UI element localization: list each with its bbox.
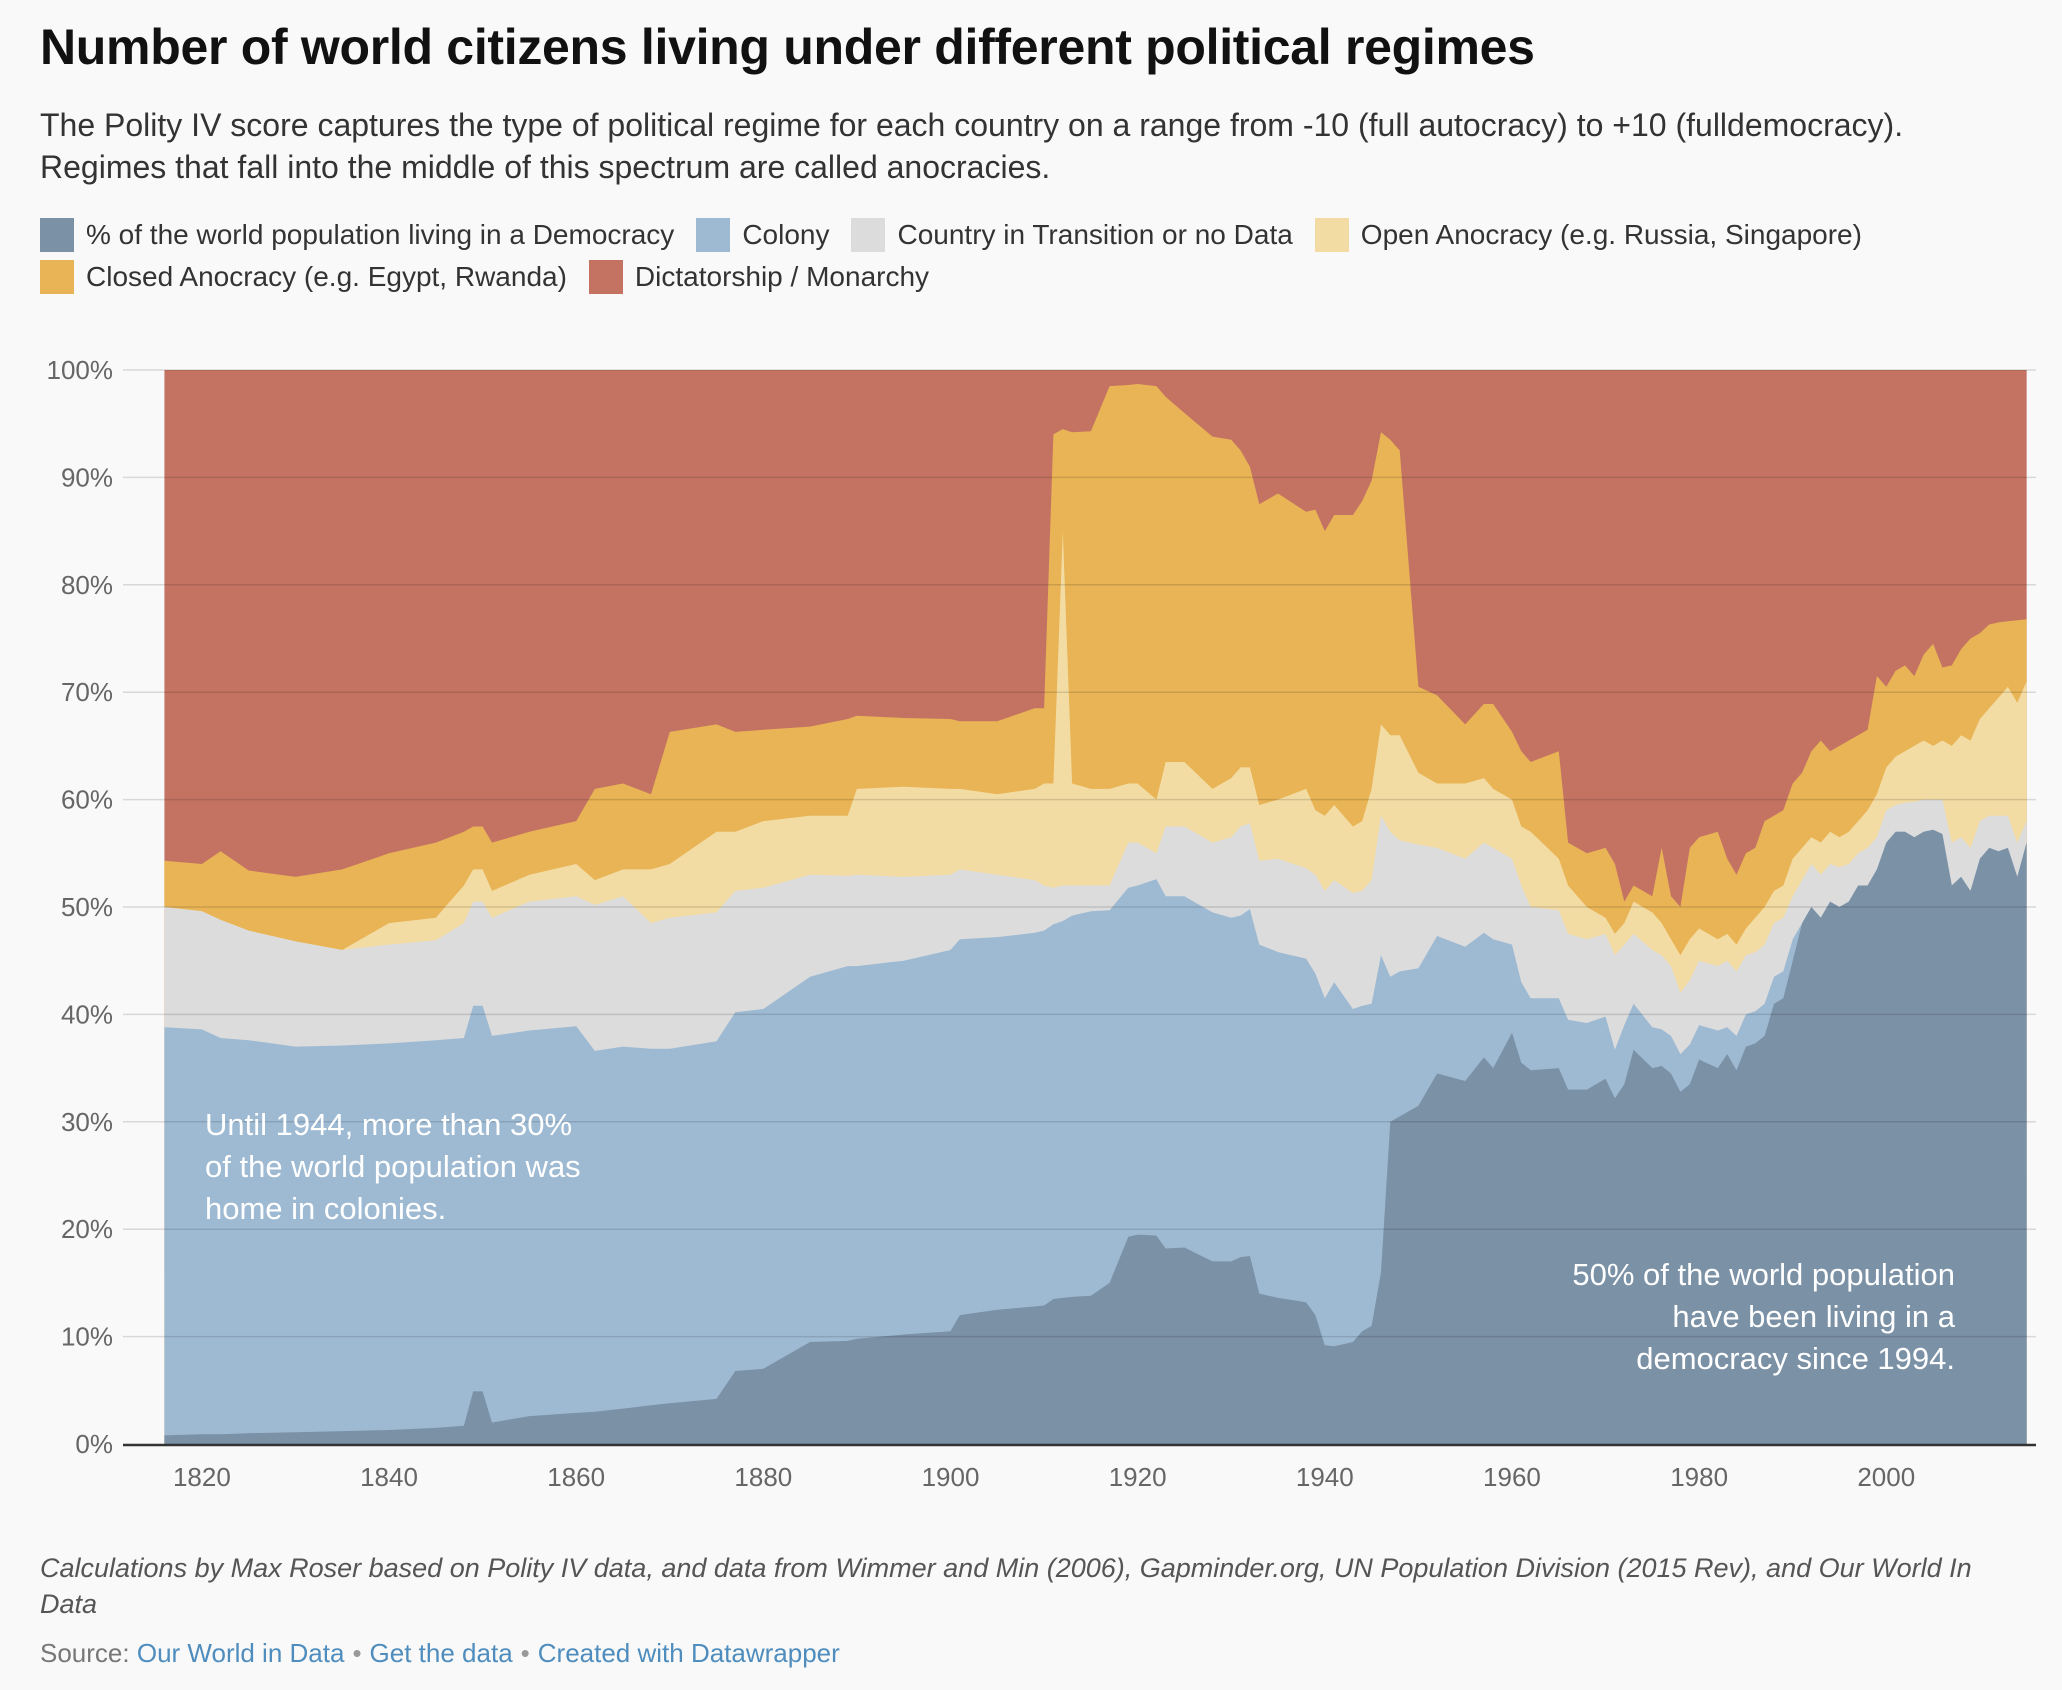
y-tick-label: 60% <box>61 785 113 815</box>
stacked-area-chart: 0% 10% 20% 30% 40% 50% 60% 70% 80% 90% 100% 1820 184… <box>47 355 2036 1492</box>
x-tick-label: 1960 <box>1483 1462 1541 1492</box>
y-tick-label: 70% <box>61 677 113 707</box>
y-tick-label: 0% <box>75 1429 113 1459</box>
y-tick-label: 100% <box>47 355 114 385</box>
legend-label-democracy: % of the world population living in a De… <box>86 219 675 250</box>
legend-label-colony: Colony <box>742 219 830 250</box>
area-democracy <box>164 829 2027 1444</box>
y-tick-label: 10% <box>61 1322 113 1352</box>
chart-source: Source: Our World in Data • Get the data • C… <box>40 1638 840 1669</box>
legend-swatch-open-anocracy <box>1314 218 1349 252</box>
legend-swatch-transition <box>851 218 886 252</box>
legend-item-dictatorship: Dictatorship / Monarchy <box>588 260 930 294</box>
annotation-democracy: 50% of the world population have been li… <box>1572 1257 1955 1376</box>
legend-item-democracy: % of the world population living in a De… <box>40 218 674 252</box>
legend-item-open-anocracy: Open Anocracy (e.g. Russia, Singapore) <box>1314 218 1862 252</box>
y-tick-label: 90% <box>61 462 113 492</box>
x-tick-label: 1900 <box>922 1462 980 1492</box>
y-tick-label: 50% <box>61 892 113 922</box>
legend-swatch-democracy <box>40 218 74 252</box>
chart-subtitle: The Polity IV score captures the type of… <box>40 107 1904 185</box>
legend-swatch-colony <box>696 218 731 252</box>
y-tick-label: 30% <box>61 1107 113 1137</box>
chart-notes: Calculations by Max Roser based on Polit… <box>40 1553 1972 1619</box>
source-link[interactable]: Our World in Data <box>136 1638 345 1668</box>
x-tick-label: 1840 <box>360 1462 418 1492</box>
legend-item-transition: Country in Transition or no Data <box>851 218 1293 252</box>
legend-item-colony: Colony <box>696 218 829 252</box>
chart-title: Number of world citizens living under di… <box>40 19 1535 75</box>
x-tick-label: 1940 <box>1296 1462 1354 1492</box>
legend-label-dictatorship: Dictatorship / Monarchy <box>634 261 930 292</box>
legend-label-closed-anocracy: Closed Anocracy (e.g. Egypt, Rwanda) <box>86 261 567 292</box>
legend-swatch-closed-anocracy <box>40 260 74 294</box>
y-tick-label: 80% <box>61 570 113 600</box>
x-tick-label: 1860 <box>547 1462 605 1492</box>
x-tick-label: 1820 <box>173 1462 231 1492</box>
source-prefix: Source: <box>40 1638 130 1668</box>
legend-swatch-dictatorship <box>588 260 623 294</box>
x-tick-label: 2000 <box>1857 1462 1915 1492</box>
datawrapper-link[interactable]: Created with Datawrapper <box>537 1638 840 1668</box>
x-tick-label: 1920 <box>1109 1462 1167 1492</box>
legend-item-closed-anocracy: Closed Anocracy (e.g. Egypt, Rwanda) <box>40 260 567 294</box>
x-tick-label: 1980 <box>1670 1462 1728 1492</box>
legend-label-open-anocracy: Open Anocracy (e.g. Russia, Singapore) <box>1360 219 1862 250</box>
separator-dot: • <box>520 1638 530 1668</box>
y-tick-label: 20% <box>61 1214 113 1244</box>
separator-dot: • <box>352 1638 362 1668</box>
y-tick-label: 40% <box>61 999 113 1029</box>
x-tick-label: 1880 <box>734 1462 792 1492</box>
chart-legend: % of the world population living in a De… <box>40 218 2020 294</box>
get-data-link[interactable]: Get the data <box>369 1638 513 1668</box>
annotation-colonies: Until 1944, more than 30% of the world p… <box>205 1107 581 1226</box>
legend-label-transition: Country in Transition or no Data <box>897 219 1293 250</box>
